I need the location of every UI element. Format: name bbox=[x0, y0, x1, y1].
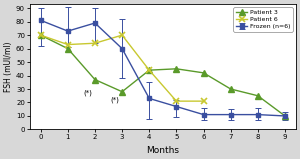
Text: (*): (*) bbox=[110, 97, 119, 103]
X-axis label: Months: Months bbox=[146, 146, 179, 155]
Y-axis label: FSH (mUI/ml): FSH (mUI/ml) bbox=[4, 41, 13, 92]
Legend: Patient 3, Patient 6, Frozen (n=6): Patient 3, Patient 6, Frozen (n=6) bbox=[233, 7, 293, 31]
Line: Patient 6: Patient 6 bbox=[38, 32, 206, 104]
Patient 6 bbox=[66, 44, 70, 45]
Patient 6 bbox=[39, 34, 43, 36]
Text: (*): (*) bbox=[83, 90, 92, 96]
Patient 3 bbox=[283, 115, 287, 117]
Patient 3 bbox=[202, 72, 205, 74]
Patient 3 bbox=[229, 88, 232, 90]
Patient 3 bbox=[66, 48, 70, 50]
Patient 3 bbox=[147, 69, 151, 71]
Patient 6 bbox=[93, 42, 97, 44]
Patient 3 bbox=[256, 95, 260, 97]
Patient 3 bbox=[120, 91, 124, 93]
Patient 6 bbox=[175, 100, 178, 102]
Patient 3 bbox=[39, 34, 43, 36]
Patient 3 bbox=[93, 79, 97, 81]
Patient 6 bbox=[120, 34, 124, 36]
Line: Patient 3: Patient 3 bbox=[38, 32, 288, 119]
Patient 6 bbox=[202, 100, 205, 102]
Patient 3 bbox=[175, 68, 178, 70]
Patient 6 bbox=[147, 69, 151, 71]
